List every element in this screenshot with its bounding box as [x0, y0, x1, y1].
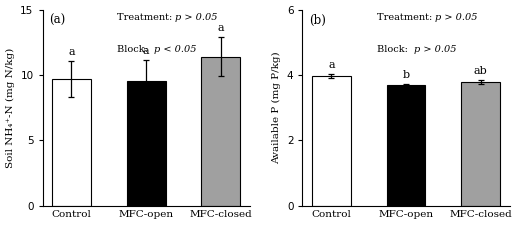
Y-axis label: Available P (mg P/kg): Available P (mg P/kg)	[272, 51, 281, 164]
Text: Block:: Block:	[117, 45, 151, 54]
Bar	[127, 81, 166, 206]
Text: p > 0.05: p > 0.05	[414, 45, 457, 54]
Text: a: a	[217, 23, 224, 34]
Text: ab: ab	[474, 66, 488, 76]
Text: a: a	[68, 47, 75, 57]
Text: p > 0.05: p > 0.05	[175, 14, 218, 22]
Bar	[312, 76, 351, 206]
Bar	[202, 57, 240, 206]
Text: b: b	[403, 70, 410, 80]
Text: p > 0.05: p > 0.05	[435, 14, 478, 22]
Text: a: a	[143, 46, 150, 56]
Bar	[462, 82, 500, 206]
Text: Block:: Block:	[377, 45, 411, 54]
Bar	[387, 85, 426, 206]
Text: (a): (a)	[49, 14, 65, 27]
Y-axis label: Soil NH₄⁺-N (mg N/kg): Soil NH₄⁺-N (mg N/kg)	[6, 47, 15, 168]
Text: (b): (b)	[309, 14, 326, 27]
Text: Treatment:: Treatment:	[117, 14, 176, 22]
Text: a: a	[328, 60, 334, 70]
Text: p < 0.05: p < 0.05	[154, 45, 197, 54]
Text: Treatment:: Treatment:	[377, 14, 436, 22]
Bar	[52, 79, 91, 206]
